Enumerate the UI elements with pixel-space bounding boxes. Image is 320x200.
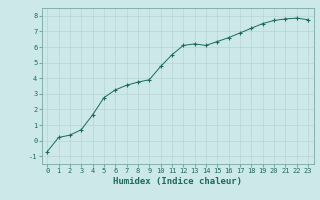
X-axis label: Humidex (Indice chaleur): Humidex (Indice chaleur) <box>113 177 242 186</box>
